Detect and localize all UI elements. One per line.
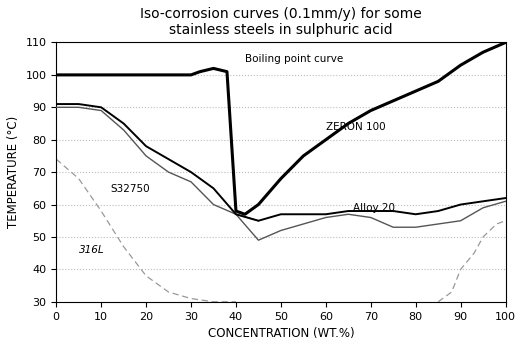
Title: Iso-corrosion curves (0.1mm/y) for some
stainless steels in sulphuric acid: Iso-corrosion curves (0.1mm/y) for some … xyxy=(140,7,422,37)
Text: Boiling point curve: Boiling point curve xyxy=(245,54,343,64)
Text: 316L: 316L xyxy=(78,245,104,255)
Text: S32750: S32750 xyxy=(110,184,150,194)
Text: Alloy 20: Alloy 20 xyxy=(353,203,395,213)
Y-axis label: TEMPERATURE (°C): TEMPERATURE (°C) xyxy=(7,116,20,228)
X-axis label: CONCENTRATION (WT.%): CONCENTRATION (WT.%) xyxy=(208,327,354,340)
Text: ZERON 100: ZERON 100 xyxy=(326,122,385,132)
